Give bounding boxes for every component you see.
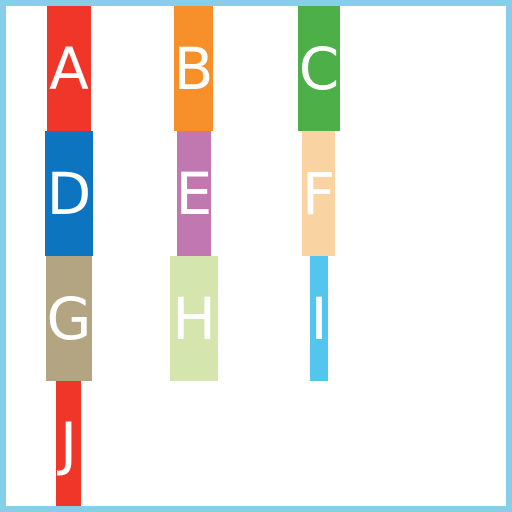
tile-c: C [298, 6, 340, 131]
tile-e-label: E [175, 159, 213, 228]
tile-a: A [47, 6, 91, 131]
tile-d-label: D [46, 159, 92, 228]
tile-g: G [46, 256, 92, 381]
tile-c-label: C [298, 34, 340, 103]
tile-b-label: B [173, 34, 214, 103]
tile-h: H [170, 256, 218, 381]
tile-j-label: J [59, 409, 78, 478]
tile-e: E [175, 131, 213, 256]
tile-h-label: H [172, 284, 216, 353]
tile-g-label: G [46, 284, 92, 353]
tile-a-label: A [49, 34, 89, 103]
tile-f: F [302, 131, 335, 256]
tile-f-label: F [301, 159, 336, 228]
tile-j: J [56, 381, 81, 506]
tile-i-label: I [310, 284, 328, 353]
tile-b: B [174, 6, 213, 131]
tile-d: D [45, 131, 93, 256]
tile-i: I [310, 256, 328, 381]
